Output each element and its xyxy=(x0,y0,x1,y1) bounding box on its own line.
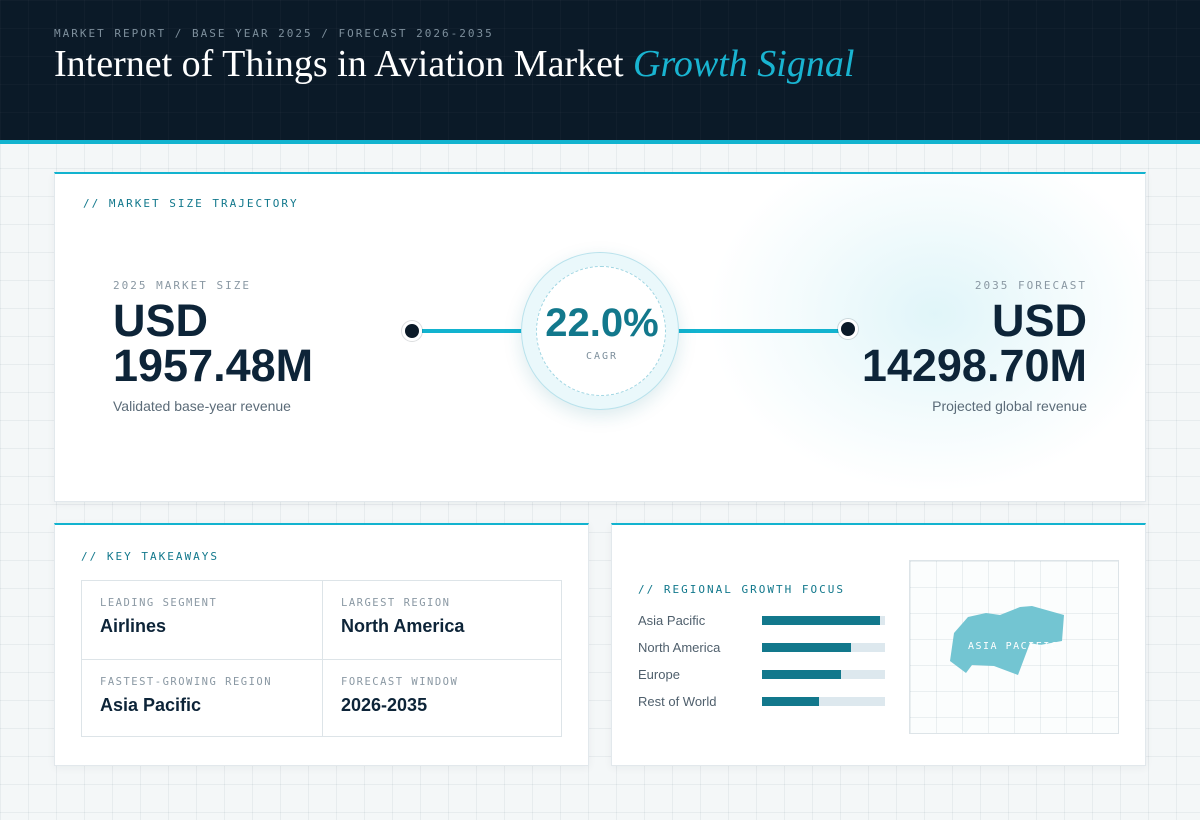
region-bar-fill xyxy=(762,670,841,679)
report-header: MARKET REPORT / BASE YEAR 2025 / FORECAS… xyxy=(0,0,1200,144)
page-title-accent: Growth Signal xyxy=(633,43,855,85)
cagr-label: CAGR xyxy=(585,351,619,362)
page-title-main: Internet of Things in Aviation Market xyxy=(54,43,624,85)
end-subtitle: Projected global revenue xyxy=(932,398,1087,414)
region-bar-track xyxy=(762,670,885,679)
takeaways-card: // KEY TAKEAWAYS LEADING SEGMENT Airline… xyxy=(54,523,589,766)
region-bar-label: North America xyxy=(638,640,721,655)
takeaway-eyebrow: LEADING SEGMENT xyxy=(100,597,218,609)
region-bar-label: Asia Pacific xyxy=(638,613,706,628)
takeaway-eyebrow: FASTEST-GROWING REGION xyxy=(100,676,273,688)
start-currency: USD xyxy=(113,295,209,346)
region-bar-label: Rest of World xyxy=(638,694,717,709)
region-bar-track xyxy=(762,643,885,652)
takeaway-value: Asia Pacific xyxy=(100,695,202,715)
takeaway-value: North America xyxy=(341,616,465,636)
end-value: 14298.70M xyxy=(861,340,1087,391)
regional-card: // REGIONAL GROWTH FOCUS Asia Pacific No… xyxy=(611,523,1146,766)
takeaway-value: 2026-2035 xyxy=(341,695,428,715)
region-bar-fill xyxy=(762,697,819,706)
page-title: Internet of Things in Aviation Market Gr… xyxy=(54,42,854,86)
breadcrumb: MARKET REPORT / BASE YEAR 2025 / FORECAS… xyxy=(54,27,494,40)
region-bar-fill xyxy=(762,643,851,652)
trajectory-line-left xyxy=(422,329,532,333)
region-bar-row: Rest of World xyxy=(638,692,886,712)
takeaway-value: Airlines xyxy=(100,616,167,636)
region-bar-row: North America xyxy=(638,638,886,658)
region-map: ASIA PACIFIC xyxy=(909,560,1119,734)
end-currency: USD xyxy=(991,295,1087,346)
takeaway-largest-region: LARGEST REGION North America xyxy=(322,581,562,659)
start-eyebrow: 2025 MARKET SIZE xyxy=(113,279,251,292)
trajectory-card: // MARKET SIZE TRAJECTORY 2025 MARKET SI… xyxy=(54,172,1146,502)
takeaway-forecast-window: FORECAST WINDOW 2026-2035 xyxy=(322,659,562,737)
region-bar-row: Asia Pacific xyxy=(638,611,886,631)
region-bar-label: Europe xyxy=(638,667,680,682)
region-bar-row: Europe xyxy=(638,665,886,685)
asia-pacific-shape-icon xyxy=(950,606,1064,675)
takeaway-fastest-growing-region: FASTEST-GROWING REGION Asia Pacific xyxy=(82,659,322,737)
takeaways-card-label: // KEY TAKEAWAYS xyxy=(81,550,219,563)
cagr-badge: 22.0% CAGR xyxy=(521,252,679,410)
map-region-label: ASIA PACIFIC xyxy=(968,641,1059,652)
region-bar-track xyxy=(762,616,885,625)
start-subtitle: Validated base-year revenue xyxy=(113,398,291,414)
cagr-value: 22.0% xyxy=(545,301,659,345)
background-glow xyxy=(705,174,1145,494)
start-value: 1957.48M xyxy=(113,340,314,391)
end-eyebrow: 2035 FORECAST xyxy=(974,279,1087,292)
trajectory-card-label: // MARKET SIZE TRAJECTORY xyxy=(83,197,299,210)
takeaway-eyebrow: LARGEST REGION xyxy=(341,597,451,609)
region-bar-fill xyxy=(762,616,881,625)
takeaway-eyebrow: FORECAST WINDOW xyxy=(341,676,459,688)
regional-card-label: // REGIONAL GROWTH FOCUS xyxy=(638,583,845,596)
cagr-badge-inner: 22.0% CAGR xyxy=(536,266,666,396)
takeaway-leading-segment: LEADING SEGMENT Airlines xyxy=(82,581,322,659)
trajectory-line-right xyxy=(665,329,841,333)
trajectory-end-dot xyxy=(838,319,858,339)
trajectory-start-dot xyxy=(402,321,422,341)
region-bar-track xyxy=(762,697,885,706)
takeaways-grid: LEADING SEGMENT Airlines LARGEST REGION … xyxy=(81,580,562,737)
